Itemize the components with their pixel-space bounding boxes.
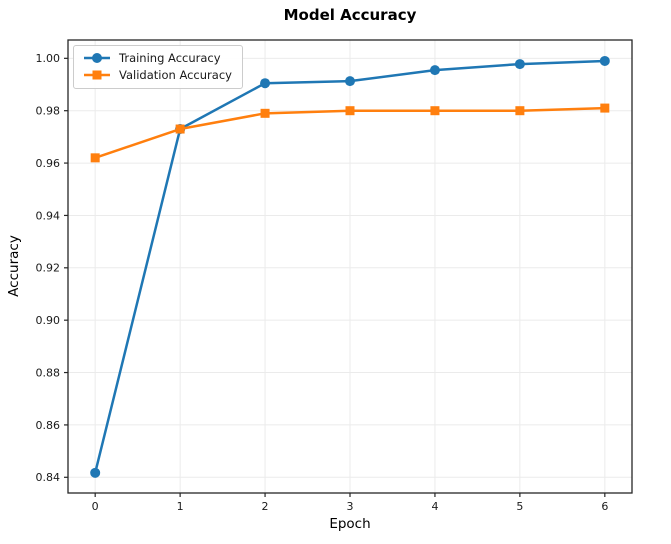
x-tick-label: 6 (601, 500, 608, 513)
x-tick-label: 3 (347, 500, 354, 513)
y-tick-label: 1.00 (36, 52, 61, 65)
y-tick-label: 0.90 (36, 314, 61, 327)
x-tick-label: 4 (431, 500, 438, 513)
data-point (345, 106, 355, 116)
data-point (90, 467, 101, 478)
x-tick-label: 5 (516, 500, 523, 513)
data-point (515, 106, 525, 116)
y-tick-label: 0.98 (36, 105, 61, 118)
data-point (345, 76, 355, 87)
x-tick-label: 2 (262, 500, 269, 513)
y-tick-label: 0.88 (36, 366, 61, 379)
x-axis-label: Epoch (329, 516, 371, 532)
data-point (90, 153, 100, 163)
data-point (429, 65, 440, 76)
y-tick-label: 0.86 (36, 419, 61, 432)
y-tick-label: 0.92 (36, 262, 61, 275)
y-tick-label: 0.94 (36, 209, 61, 222)
legend-item-training-accuracy: Training Accuracy (82, 51, 232, 65)
chart-title: Model Accuracy (283, 6, 417, 24)
legend-label-validation-accuracy: Validation Accuracy (119, 68, 232, 82)
y-axis-label: Accuracy (6, 235, 22, 297)
y-tick-label: 0.96 (36, 157, 61, 170)
legend: Training Accuracy Validation Accuracy (73, 45, 243, 89)
data-point (600, 103, 610, 113)
data-point (599, 55, 610, 66)
data-point (514, 59, 525, 70)
training-accuracy-swatch-icon (84, 53, 110, 63)
data-point (260, 108, 270, 118)
x-tick-label: 1 (177, 500, 184, 513)
validation-accuracy-swatch-icon (84, 70, 110, 80)
legend-item-validation-accuracy: Validation Accuracy (82, 68, 232, 82)
data-point (175, 124, 185, 134)
legend-label-training-accuracy: Training Accuracy (119, 51, 221, 65)
x-tick-label: 0 (92, 500, 99, 513)
y-tick-label: 0.84 (36, 471, 61, 484)
data-point (430, 106, 440, 116)
data-point (260, 78, 271, 89)
